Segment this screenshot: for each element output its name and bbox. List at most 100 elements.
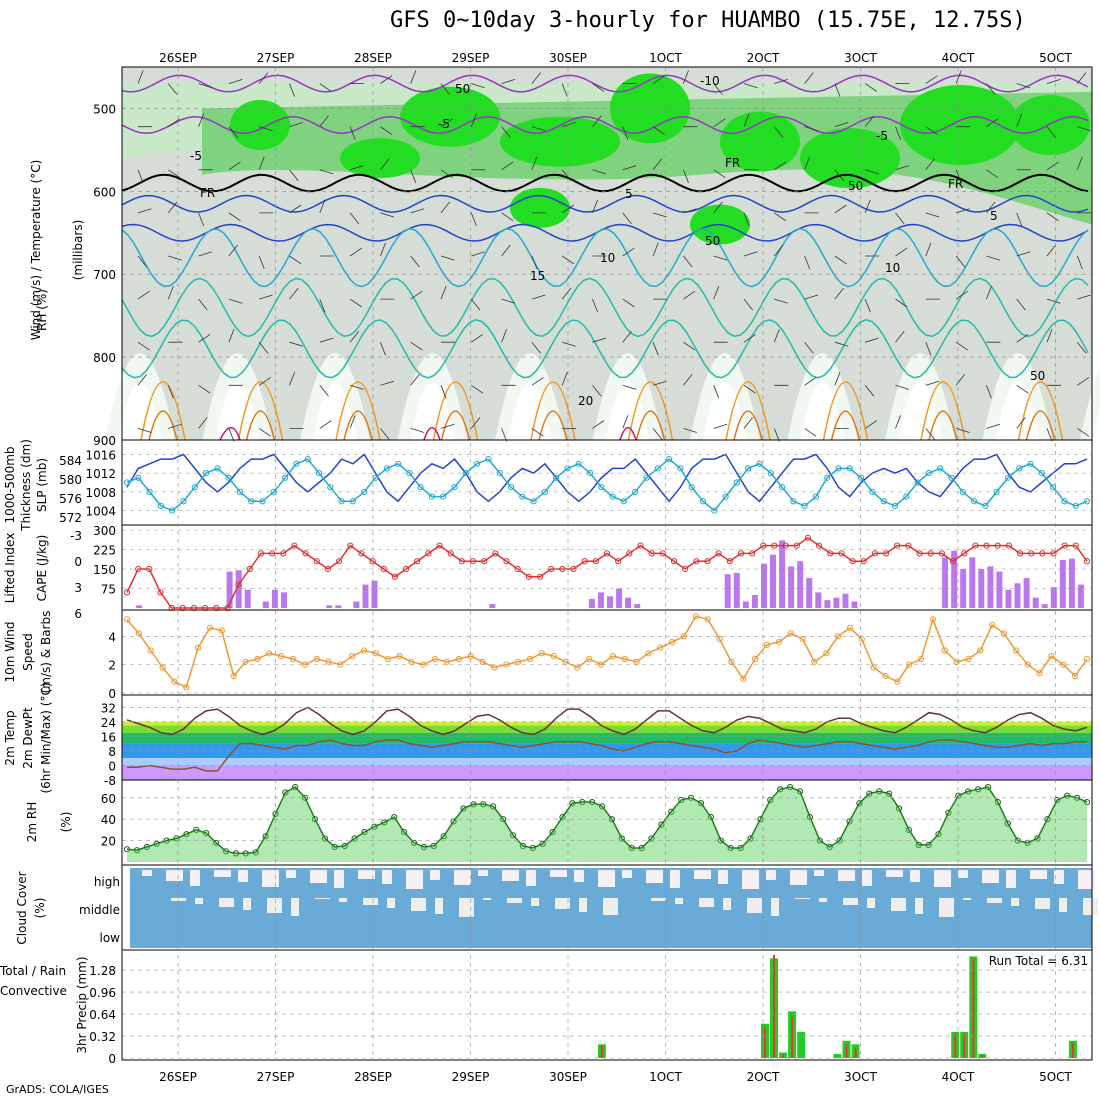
- lifted-index-line-point: [749, 550, 756, 557]
- slp-line-point: [699, 498, 707, 505]
- cape-bar: [1014, 583, 1021, 608]
- cloud-gap-middle: [747, 898, 762, 913]
- rh-line-point: [440, 833, 447, 840]
- wind-barb: [289, 372, 295, 386]
- wind-barb: [773, 244, 784, 257]
- rh-line-point: [905, 826, 913, 834]
- cape-bar: [942, 557, 949, 608]
- rh-area: [127, 787, 1087, 862]
- wind-barb: [167, 83, 178, 95]
- wind-barb: [167, 285, 174, 300]
- cape-bar: [489, 604, 496, 608]
- wind-barb: [168, 118, 181, 128]
- date-label-top: 3OCT: [844, 51, 877, 65]
- rh-dry-area: [898, 381, 942, 440]
- slp-line-point: [530, 498, 537, 505]
- wind-barb: [410, 341, 423, 351]
- rh-line-point: [658, 821, 665, 828]
- cloud-axis-label: Cloud Cover: [15, 871, 29, 944]
- rh-line-point: [648, 835, 655, 842]
- date-label-bottom: 26SEP: [159, 1070, 197, 1084]
- cloud-gap-high: [790, 870, 807, 885]
- wind-barb: [349, 384, 364, 390]
- wind-barb: [289, 169, 299, 181]
- warm-contour: [538, 410, 568, 441]
- wind-barb: [834, 169, 844, 181]
- warm-contour: [830, 410, 861, 441]
- slp-line-point: [982, 502, 989, 509]
- rh-line-point: [787, 784, 794, 791]
- cloud-gap-high: [142, 870, 152, 876]
- cape-bar: [724, 574, 731, 608]
- cloud-gap-middle: [267, 898, 282, 913]
- lifted-index-line-point: [871, 550, 879, 557]
- cloud-gap-high: [334, 870, 344, 888]
- cloud-gap-middle: [195, 898, 203, 904]
- rh-line-point: [599, 803, 606, 810]
- slp-line-point: [575, 460, 582, 467]
- cape-tick: 150: [93, 563, 116, 577]
- slp-line-point: [123, 479, 131, 486]
- rh-dry-area: [1080, 369, 1100, 440]
- lifted-index-line-point: [726, 558, 733, 565]
- wind-barb: [1016, 384, 1029, 394]
- wind-barb: [470, 417, 481, 429]
- wind-barb: [198, 251, 213, 257]
- wind-barb: [258, 341, 269, 354]
- lifted-index-line-point: [603, 550, 611, 557]
- wind-axis-label-2: Speed: [21, 633, 35, 671]
- lifted-index-line-point: [581, 558, 588, 565]
- slp-line-point: [169, 507, 176, 514]
- wind-barb: [410, 70, 417, 84]
- wind-speed-line-point: [787, 630, 794, 637]
- wind-barb: [683, 70, 689, 84]
- wind-barb: [683, 341, 696, 351]
- contour-label: 50: [455, 82, 470, 96]
- warm-contour: [1025, 410, 1056, 441]
- warm-contour: [335, 381, 381, 441]
- wind-barb: [258, 428, 272, 437]
- rh-line-point: [242, 850, 249, 857]
- lifted-index-line-point: [592, 558, 599, 565]
- cloud-gap-high: [718, 870, 728, 884]
- slp-line-point: [880, 498, 887, 505]
- cape-bar: [1059, 559, 1066, 608]
- cloud-gap-middle: [219, 898, 234, 907]
- cape-bar: [770, 554, 776, 608]
- precip-convective-bar: [773, 955, 775, 1058]
- wind-barb: [713, 201, 723, 214]
- warm-contour: [920, 381, 966, 441]
- wind-barb: [349, 415, 356, 429]
- wind-speed-line-point: [882, 672, 889, 680]
- wind-barb: [561, 372, 568, 386]
- lifted-index-line-point: [190, 604, 198, 612]
- temp-color-band: [122, 765, 1092, 780]
- wind-barb: [1076, 156, 1083, 170]
- precip-convective-bar: [972, 958, 975, 1058]
- rh-line: [126, 786, 1088, 855]
- precip-convective-bar: [981, 1055, 984, 1058]
- cloud-gap-high: [502, 870, 519, 881]
- wind-barb: [652, 342, 659, 356]
- lifted-index-line-point: [1072, 542, 1079, 549]
- cloud-gap-high: [190, 870, 200, 886]
- rh-line-point: [767, 796, 774, 804]
- cloud-row-label: high: [94, 875, 120, 889]
- slp-line-point: [248, 498, 255, 505]
- cape-bar: [751, 595, 758, 608]
- lifted-index-line-point: [313, 558, 320, 565]
- contour-label: 5: [625, 187, 633, 201]
- wind-barb: [864, 115, 875, 127]
- wind-barb: [743, 384, 756, 394]
- wind-barb: [319, 83, 332, 92]
- date-label-bottom: 3OCT: [844, 1070, 877, 1084]
- wind-speed-line-point: [515, 658, 522, 665]
- y-tick-label: 800: [93, 351, 116, 365]
- date-label-top: 30SEP: [549, 51, 587, 65]
- wind-barb: [804, 377, 817, 386]
- cloud-gap-high: [310, 870, 327, 883]
- rh-tick: 20: [101, 835, 116, 849]
- wind-barb: [1016, 417, 1026, 429]
- cape-bar: [1077, 584, 1084, 608]
- wind-barb: [501, 126, 511, 138]
